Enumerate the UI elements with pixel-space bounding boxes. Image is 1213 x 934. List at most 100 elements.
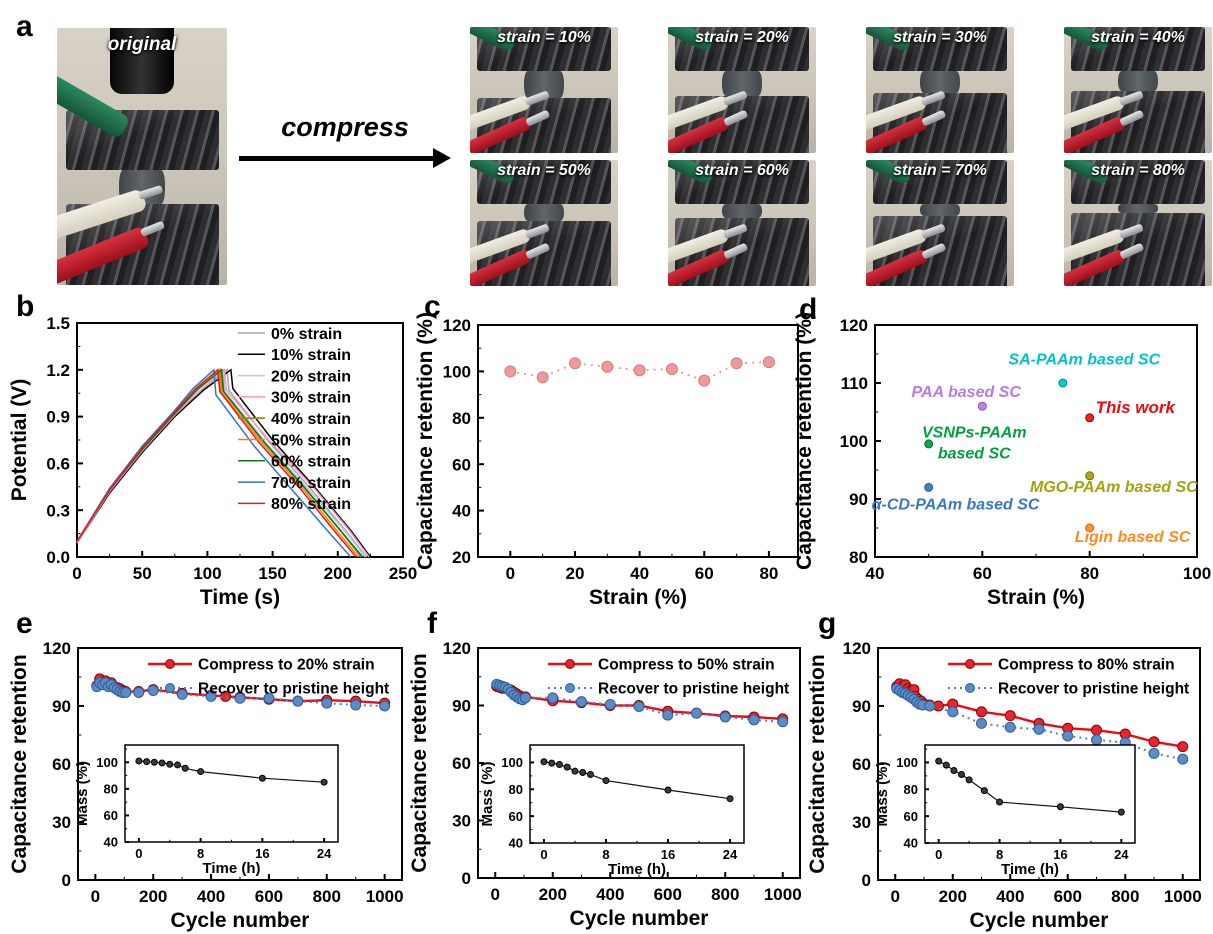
y-axis-label: Potential (V) xyxy=(8,379,31,502)
y-tick-label: 120 xyxy=(843,639,871,658)
x-tick-label: 40 xyxy=(866,564,885,583)
x-axis-label: Time (h) xyxy=(608,861,666,878)
x-tick-label: 1000 xyxy=(1164,887,1202,906)
y-tick-label: 90 xyxy=(849,490,868,509)
y-tick-label: 90 xyxy=(452,697,471,716)
x-tick-label: 1000 xyxy=(764,885,802,904)
series-80% strain xyxy=(76,368,357,558)
marker-Recover to pristine height xyxy=(719,711,731,723)
hydrogel-sample xyxy=(524,204,564,221)
marker-Recover to pristine height xyxy=(576,696,587,708)
marker-mass xyxy=(571,767,579,775)
marker-Recover to pristine height xyxy=(547,692,559,704)
chart-e-cycling-20: 0 200 400 600 800 1000 0 30 60 90 120 0 8 16 24 40 60 80 1… xyxy=(8,639,404,932)
legend-label: 0% strain xyxy=(271,326,342,343)
y-tick-label: 40 xyxy=(509,836,523,851)
marker-capacitance retention xyxy=(568,357,581,370)
marker-Recover to pristine height xyxy=(1091,734,1102,746)
y-tick-label: 0.3 xyxy=(46,501,70,520)
photo-original: original xyxy=(57,28,227,285)
photo-strain-60: strain = 60% xyxy=(668,160,816,286)
y-tick-label: 40 xyxy=(452,502,471,521)
marker-mass xyxy=(197,768,205,776)
marker-Recover to pristine height xyxy=(1004,721,1016,733)
y-tick-label: 60 xyxy=(509,809,523,824)
y-axis-label: Capacitance retention (%) xyxy=(793,312,816,570)
y-tick-label: 40 xyxy=(104,835,118,850)
marker-Recover to pristine height xyxy=(292,695,304,707)
x-tick-label: 40 xyxy=(630,564,649,583)
y-tick-label: 1.5 xyxy=(46,314,70,333)
legend-label: Recover to pristine height xyxy=(998,681,1189,698)
marker-mass xyxy=(258,774,266,782)
marker-Recover to pristine height xyxy=(691,707,702,719)
legend-label: Compress to 80% strain xyxy=(998,657,1175,674)
x-tick-label: 800 xyxy=(313,887,341,906)
y-tick-label: 0.0 xyxy=(46,548,70,567)
marker-PAA based SC xyxy=(977,401,987,411)
upper-clamp-block xyxy=(1071,27,1205,71)
y-tick-label: 120 xyxy=(443,639,471,658)
photo-caption: strain = 10% xyxy=(497,29,591,46)
y-axis-label: Mass (%) xyxy=(74,761,91,826)
x-tick-label: 100 xyxy=(193,564,221,583)
y-tick-label: 90 xyxy=(852,697,871,716)
y-tick-label: 80 xyxy=(452,409,471,428)
legend-label: 70% strain xyxy=(271,475,351,492)
marker-Ligin based SC xyxy=(1085,523,1095,533)
photo-strain-30: strain = 30% xyxy=(866,27,1014,153)
x-tick-label: 200 xyxy=(939,887,967,906)
marker-mass xyxy=(942,761,950,769)
x-tick-label: 200 xyxy=(139,887,167,906)
marker-mass xyxy=(664,786,672,794)
marker-Recover to pristine height xyxy=(263,692,275,704)
y-tick-label: 120 xyxy=(43,639,71,658)
legend-marker xyxy=(165,683,175,693)
marker-capacitance retention xyxy=(730,357,743,370)
x-tick-label: 600 xyxy=(255,887,283,906)
series-10% strain xyxy=(76,368,372,558)
y-tick-label: 100 xyxy=(840,432,868,451)
marker-capacitance retention xyxy=(633,364,646,377)
photo-caption: original xyxy=(107,34,177,55)
x-tick-label: 250 xyxy=(389,564,417,583)
y-tick-label: 100 xyxy=(501,755,523,770)
marker-mass xyxy=(965,776,973,784)
marker-Compress to 80% strain xyxy=(1091,724,1102,736)
panel-label-c: c xyxy=(424,290,441,323)
marker-Recover to pristine height xyxy=(321,697,333,709)
legend-label: 80% strain xyxy=(271,496,351,513)
x-tick-label: 200 xyxy=(539,885,567,904)
annotation: based SC xyxy=(938,446,1011,463)
photo-caption: strain = 80% xyxy=(1091,162,1185,179)
x-tick-label: 400 xyxy=(996,887,1024,906)
legend-label: Compress to 20% strain xyxy=(198,657,375,674)
legend-marker xyxy=(565,659,575,669)
photo-strain-40: strain = 40% xyxy=(1064,27,1212,153)
y-axis-label: Mass (%) xyxy=(479,761,496,826)
photo-caption: strain = 20% xyxy=(695,29,789,46)
annotation: MGO-PAAm based SC xyxy=(1030,479,1198,496)
x-axis-label: Strain (%) xyxy=(589,586,687,609)
marker-capacitance retention xyxy=(601,360,614,373)
y-tick-label: 60 xyxy=(452,455,471,474)
plot-border xyxy=(924,744,1136,844)
annotation: PAA based SC xyxy=(912,384,1022,401)
marker-mass xyxy=(586,771,594,779)
x-tick-label: 400 xyxy=(197,887,225,906)
y-tick-label: 0 xyxy=(62,871,71,890)
chart-c-retention-vs-strain: 0 20 40 60 80 20 40 60 80 100 120 Strain (%) Capacit… xyxy=(414,312,799,609)
marker-mass xyxy=(158,759,166,767)
marker-mass xyxy=(181,764,189,772)
marker-capacitance retention xyxy=(504,365,517,378)
upper-clamp-block xyxy=(873,160,1007,204)
marker-Recover to pristine height xyxy=(1033,723,1045,735)
marker-Recover to pristine height xyxy=(924,700,936,712)
marker-mass xyxy=(958,771,966,779)
marker-This work xyxy=(1085,413,1095,423)
marker-mass xyxy=(548,759,556,767)
photo-strain-50: strain = 50% xyxy=(470,160,618,286)
y-tick-label: 110 xyxy=(841,374,868,393)
marker-mass xyxy=(1056,803,1064,811)
